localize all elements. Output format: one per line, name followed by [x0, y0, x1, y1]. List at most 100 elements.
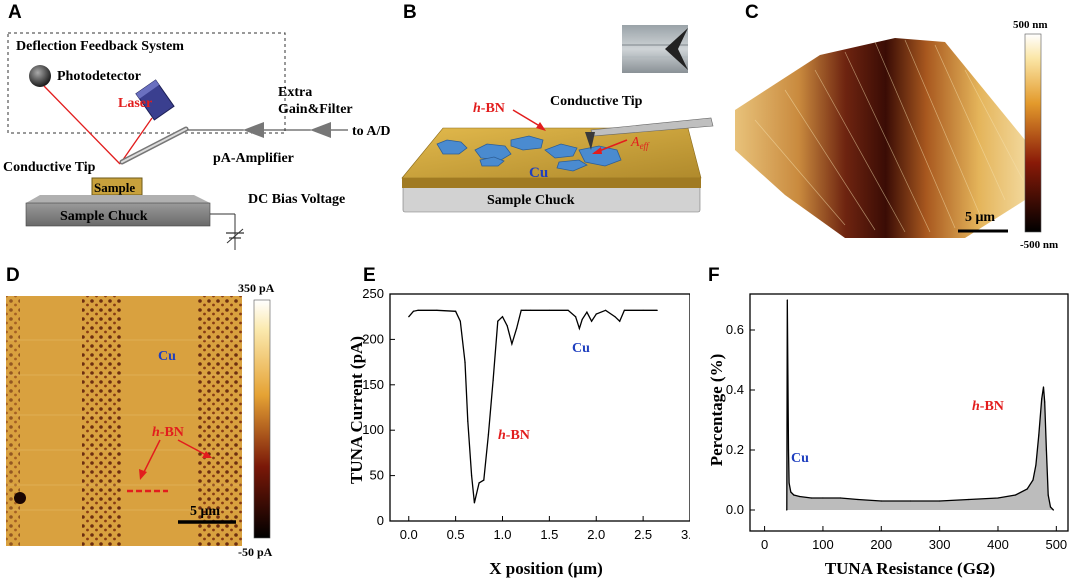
e-data-point	[455, 310, 457, 312]
e-data-point	[412, 310, 415, 312]
laser-beam-reflected	[43, 85, 121, 165]
e-ytick-label: 100	[362, 422, 384, 437]
e-hbn-rest: -BN	[506, 428, 530, 443]
f-hbn-h: h	[972, 399, 980, 414]
e-data-point	[614, 316, 616, 318]
e-data-point	[478, 482, 480, 484]
e-data-point	[459, 320, 461, 322]
panel-letter-e: E	[363, 265, 376, 286]
e-ytick-label: 150	[362, 377, 384, 392]
f-ytick-label: 0.6	[726, 322, 744, 337]
feedback-box	[7, 32, 286, 134]
e-data-point	[436, 309, 438, 311]
f-xtick-label: 0	[761, 537, 768, 552]
extra-label: Extra	[278, 85, 312, 100]
e-ytick-label: 0	[377, 513, 384, 528]
hbn-arrowhead-d2	[202, 451, 212, 458]
f-data-point	[1052, 509, 1055, 511]
scale-label-d: 5 μm	[190, 504, 220, 519]
e-ytick-label: 250	[362, 286, 384, 301]
e-hbn-h: h	[498, 428, 506, 443]
f-data-point	[786, 299, 788, 301]
conductive-tip-label-b: Conductive Tip	[550, 94, 643, 109]
f-data-point	[790, 491, 792, 493]
e-data-point	[497, 320, 499, 322]
e-xtick-label: 1.5	[540, 527, 558, 542]
f-data-point	[1035, 464, 1037, 466]
colorbar-d-bottom: -50 pA	[238, 545, 273, 559]
f-data-point	[939, 500, 941, 502]
e-data-point	[515, 327, 518, 330]
f-hbn-rest: -BN	[980, 399, 1004, 414]
hbn-label-d: h-BN	[152, 425, 184, 440]
pa-amplifier-icon	[243, 122, 264, 138]
hbn-arrow-d1	[141, 439, 161, 477]
e-data-point	[619, 320, 621, 322]
f-data-point	[1041, 398, 1043, 400]
f-data-point	[1032, 479, 1034, 481]
sample-label: Sample	[94, 180, 135, 195]
f-data-point	[787, 449, 790, 451]
hbn-band-right	[198, 296, 242, 546]
e-data-point	[467, 420, 469, 422]
f-data-point	[787, 374, 789, 376]
f-ylabel: Percentage (%)	[707, 354, 726, 467]
e-data-point	[506, 325, 508, 327]
f-data-point	[1045, 449, 1048, 451]
extra-gain-amplifier-icon	[310, 122, 331, 138]
e-data-point	[590, 320, 593, 322]
aeff-arrowhead	[592, 147, 602, 154]
f-xtick-label: 300	[929, 537, 951, 552]
panel-d-current-map: Cu h-BN 5 μm 350 pA -50 pA	[6, 281, 275, 559]
e-data-point	[511, 343, 513, 345]
f-data-point	[1026, 488, 1028, 490]
e-data-point	[520, 309, 522, 311]
e-data-point	[575, 316, 577, 318]
f-hbn-label: h-BN	[972, 399, 1004, 414]
e-xtick-label: 0.5	[447, 527, 465, 542]
e-data-point	[417, 309, 419, 311]
f-data-point	[786, 509, 788, 511]
hbn-label-b-rest: -BN	[481, 101, 505, 116]
conductive-tip-icon	[585, 117, 714, 150]
e-data-point	[464, 361, 466, 363]
scale-label-c: 5 μm	[965, 210, 995, 225]
f-data-point	[1049, 506, 1052, 508]
f-data-point	[1014, 494, 1017, 496]
e-xtick-label: 3.0	[681, 527, 690, 542]
scan-lines	[6, 339, 242, 511]
pa-amplifier-label: pA-Amplifier	[213, 151, 294, 166]
e-data-point	[567, 309, 569, 311]
e-xtick-label: 2.0	[587, 527, 605, 542]
cu-label-b: Cu	[529, 165, 548, 181]
f-data-point	[909, 500, 912, 502]
e-ytick-label: 50	[370, 468, 384, 483]
f-data-point	[839, 497, 842, 499]
e-data-point	[525, 309, 527, 311]
hbn-label-b-h: h	[473, 101, 481, 116]
afm-surface-texture	[754, 39, 1024, 233]
f-cu-label: Cu	[791, 451, 809, 466]
f-data-point	[1042, 386, 1045, 388]
f-data-point	[788, 482, 790, 484]
f-xtick-label: 200	[870, 537, 892, 552]
photodetector-label: Photodetector	[57, 69, 141, 84]
laser-icon	[135, 79, 175, 121]
panel-letter-a: A	[8, 2, 22, 23]
e-data-point	[595, 313, 597, 315]
cantilever-icon	[119, 126, 189, 165]
feedback-box-title: Deflection Feedback System	[16, 39, 184, 54]
e-data-point	[483, 479, 485, 481]
f-data-point	[1044, 401, 1046, 403]
f-xlabel: TUNA Resistance (GΩ)	[825, 559, 995, 578]
panel-b-schematic: Sample Chuck Conductive Tip Aeff h-BN Cu	[401, 25, 714, 213]
hbn-arrowhead-b	[536, 122, 546, 131]
colorbar-c-top: 500 nm	[1013, 19, 1048, 31]
e-xlabel: X position (μm)	[489, 559, 603, 578]
aeff-label: Aeff	[630, 135, 650, 151]
e-data-point	[408, 316, 410, 318]
f-ytick-label: 0.2	[726, 442, 744, 457]
panel-letter-f: F	[708, 265, 720, 286]
f-ytick-label: 0.4	[726, 382, 744, 397]
f-xtick-label: 100	[812, 537, 834, 552]
